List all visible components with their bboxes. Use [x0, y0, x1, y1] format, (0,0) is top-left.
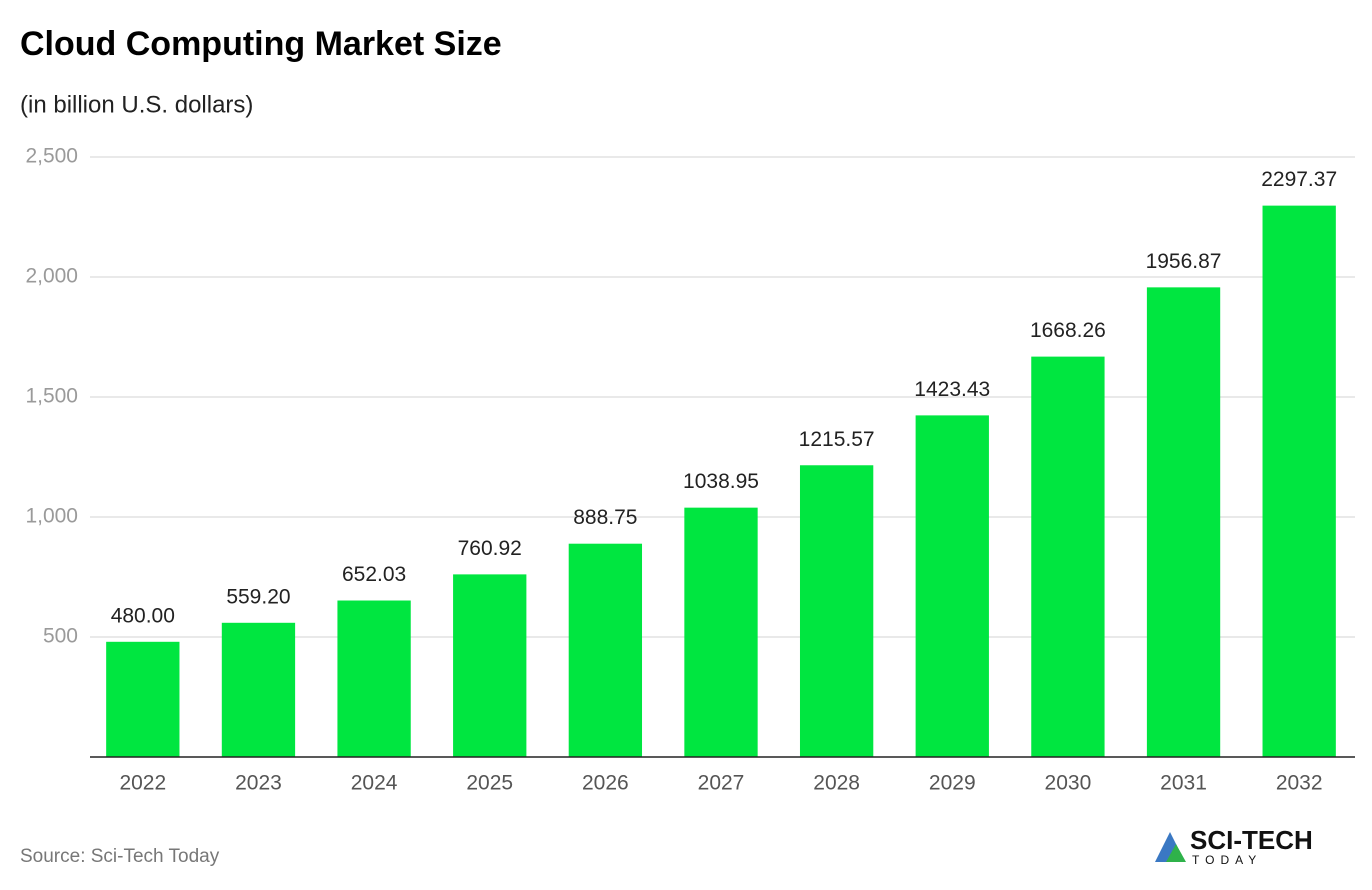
- y-tick-label: 1,500: [25, 385, 78, 408]
- value-label: 1668.26: [1030, 319, 1106, 342]
- bar: [453, 574, 527, 757]
- value-label: 2297.37: [1261, 168, 1337, 191]
- logo-mark: [1166, 844, 1186, 862]
- y-tick-label: 2,500: [25, 145, 78, 168]
- value-label: 1215.57: [799, 428, 875, 451]
- y-tick-label: 500: [43, 625, 78, 648]
- logo-tagline: TODAY: [1192, 853, 1262, 867]
- x-tick-label: 2028: [813, 772, 860, 795]
- bar: [106, 641, 180, 757]
- x-tick-label: 2022: [119, 772, 166, 795]
- bar: [337, 600, 411, 757]
- value-label: 888.75: [573, 506, 637, 529]
- value-label: 1423.43: [914, 378, 990, 401]
- bar: [915, 415, 989, 757]
- value-label: 480.00: [111, 604, 175, 627]
- bar: [1031, 356, 1105, 757]
- x-tick-label: 2030: [1045, 772, 1092, 795]
- x-tick-label: 2024: [351, 772, 398, 795]
- value-label: 652.03: [342, 563, 406, 586]
- x-tick-label: 2032: [1276, 772, 1323, 795]
- x-tick-label: 2023: [235, 772, 282, 795]
- x-tick-label: 2031: [1160, 772, 1207, 795]
- y-tick-label: 1,000: [25, 505, 78, 528]
- x-tick-label: 2025: [466, 772, 513, 795]
- x-tick-label: 2026: [582, 772, 629, 795]
- bar: [1146, 287, 1221, 757]
- chart-title: Cloud Computing Market Size: [20, 25, 502, 63]
- y-tick-label: 2,000: [25, 265, 78, 288]
- bar: [1262, 205, 1336, 757]
- logo-name: SCI-TECH: [1190, 825, 1313, 855]
- value-label: 1038.95: [683, 470, 759, 493]
- value-label: 559.20: [226, 585, 290, 608]
- logo: SCI-TECH TODAY: [1155, 825, 1313, 867]
- chart-subtitle: (in billion U.S. dollars): [20, 91, 253, 118]
- x-tick-label: 2027: [698, 772, 745, 795]
- x-tick-label: 2029: [929, 772, 976, 795]
- value-label: 760.92: [458, 537, 522, 560]
- bar: [221, 622, 296, 757]
- value-label: 1956.87: [1146, 250, 1222, 273]
- bar: [799, 465, 874, 757]
- bar: [568, 543, 643, 757]
- bar: [684, 507, 758, 757]
- source: Source: Sci-Tech Today: [20, 846, 220, 867]
